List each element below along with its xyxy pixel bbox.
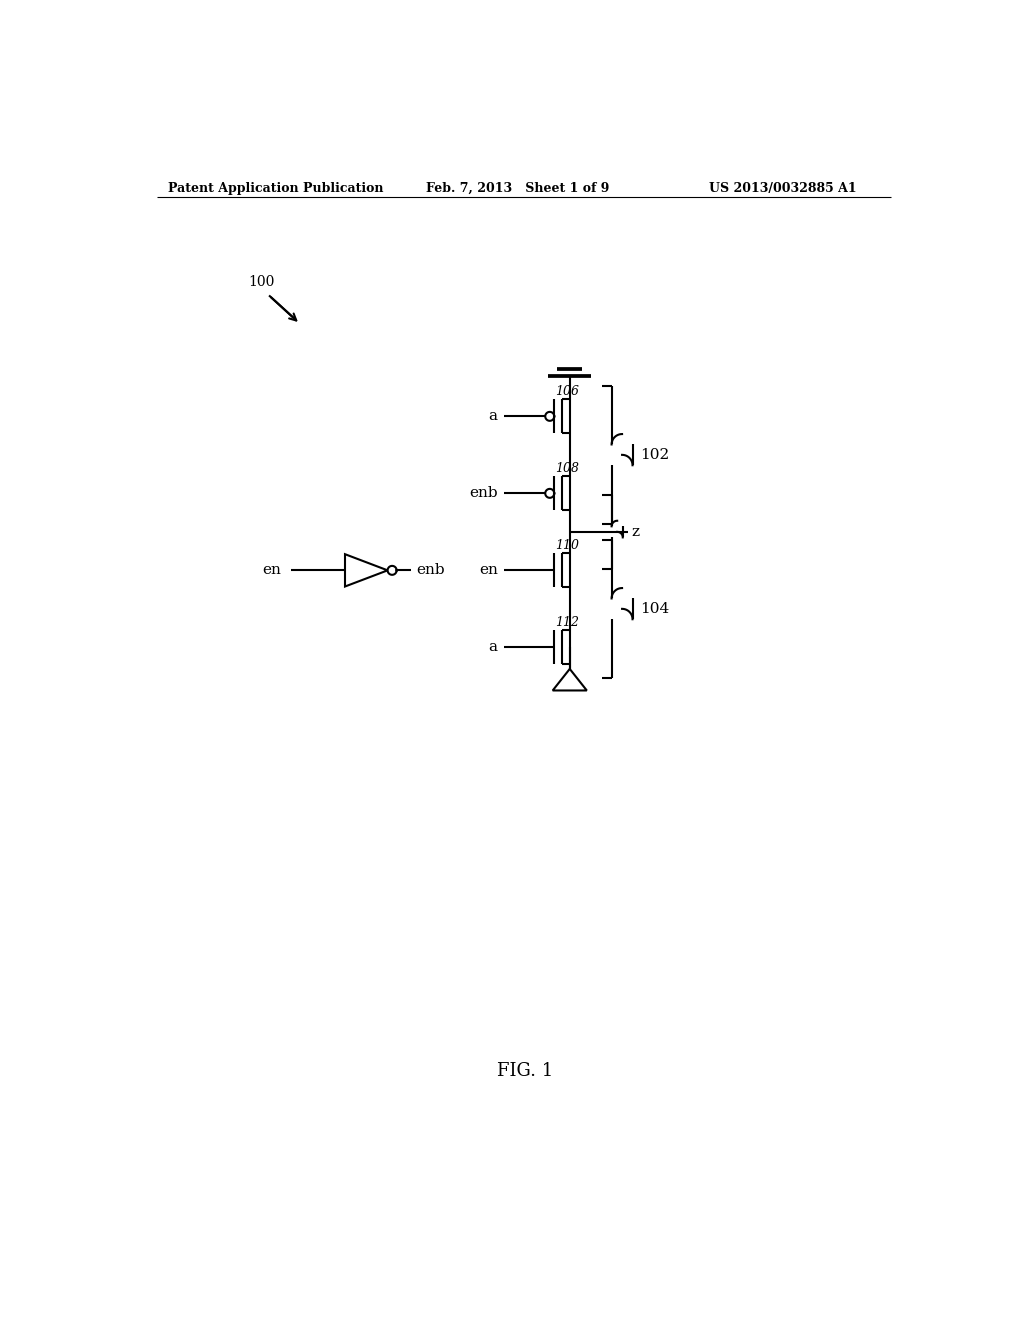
- Text: en: en: [479, 564, 498, 577]
- Text: US 2013/0032885 A1: US 2013/0032885 A1: [710, 182, 857, 194]
- Text: z: z: [632, 525, 640, 539]
- Text: 106: 106: [555, 385, 579, 397]
- Text: a: a: [488, 409, 498, 424]
- Text: 102: 102: [640, 447, 670, 462]
- Text: en: en: [262, 564, 282, 577]
- Text: 104: 104: [640, 602, 670, 616]
- Text: 100: 100: [248, 275, 274, 289]
- Text: 108: 108: [555, 462, 579, 475]
- Text: Patent Application Publication: Patent Application Publication: [168, 182, 384, 194]
- Text: enb: enb: [469, 486, 498, 500]
- Text: 112: 112: [555, 616, 579, 628]
- Text: enb: enb: [417, 564, 444, 577]
- Text: a: a: [488, 640, 498, 655]
- Polygon shape: [545, 488, 554, 498]
- Polygon shape: [545, 412, 554, 421]
- Polygon shape: [388, 566, 396, 574]
- Text: FIG. 1: FIG. 1: [497, 1061, 553, 1080]
- Text: Feb. 7, 2013   Sheet 1 of 9: Feb. 7, 2013 Sheet 1 of 9: [426, 182, 609, 194]
- Text: 110: 110: [555, 539, 579, 552]
